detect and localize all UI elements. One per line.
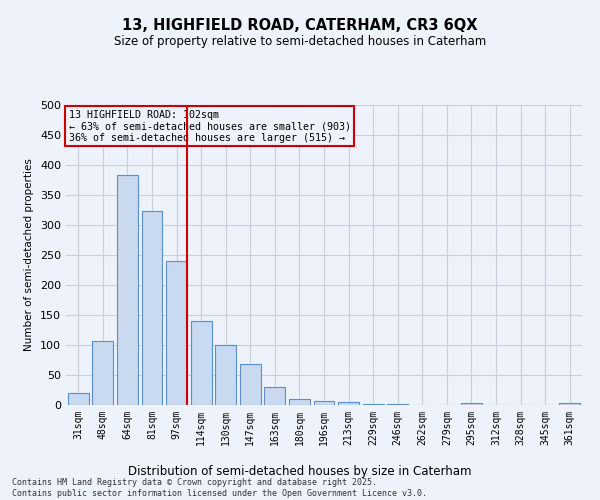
Bar [68,393,89,405]
Text: Size of property relative to semi-detached houses in Caterham: Size of property relative to semi-detach… [114,35,486,48]
Bar [338,402,359,405]
Bar [265,387,286,405]
Bar [166,261,187,405]
Bar [461,403,482,405]
Bar [117,175,138,405]
Text: Contains HM Land Registry data © Crown copyright and database right 2025.
Contai: Contains HM Land Registry data © Crown c… [12,478,427,498]
Text: 13 HIGHFIELD ROAD: 102sqm
← 63% of semi-detached houses are smaller (903)
36% of: 13 HIGHFIELD ROAD: 102sqm ← 63% of semi-… [68,110,350,142]
Bar [142,211,163,405]
Text: Distribution of semi-detached houses by size in Caterham: Distribution of semi-detached houses by … [128,464,472,477]
Bar [191,321,212,405]
Bar [289,399,310,405]
Text: 13, HIGHFIELD ROAD, CATERHAM, CR3 6QX: 13, HIGHFIELD ROAD, CATERHAM, CR3 6QX [122,18,478,32]
Bar [215,345,236,405]
Bar [362,404,383,405]
Bar [559,403,580,405]
Bar [240,364,261,405]
Bar [314,402,334,405]
Y-axis label: Number of semi-detached properties: Number of semi-detached properties [25,158,34,352]
Bar [387,404,408,405]
Bar [92,341,113,405]
